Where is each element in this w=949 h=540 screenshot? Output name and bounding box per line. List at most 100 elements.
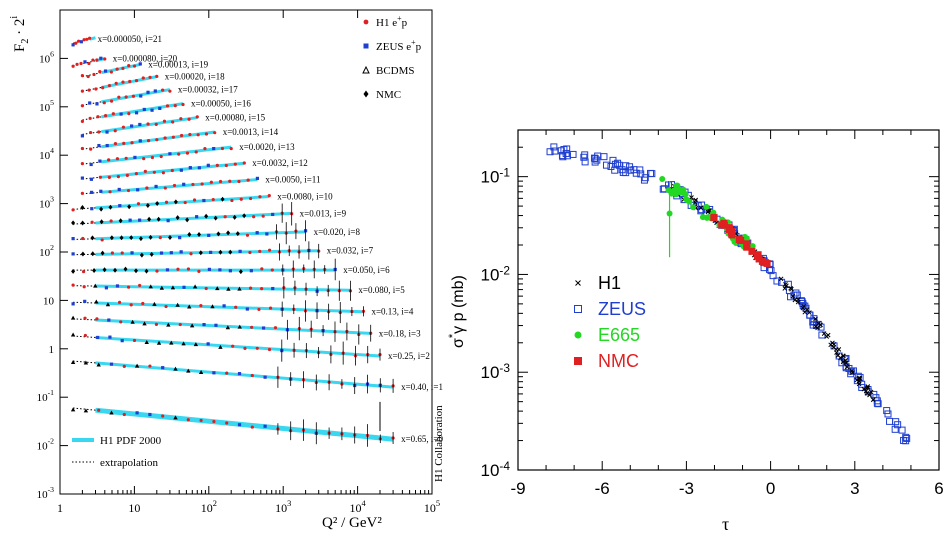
left-y-tick-label-mantissa: 10 — [39, 102, 51, 114]
h1-point — [698, 205, 704, 211]
h1-point — [213, 131, 217, 135]
zeus-point — [261, 326, 266, 330]
zeus-point — [271, 286, 275, 291]
h1-point — [146, 139, 151, 143]
bcdms-point — [193, 342, 199, 347]
legend-label: H1 e+p — [376, 14, 408, 29]
h1-point — [203, 147, 207, 151]
zeus-point — [874, 400, 882, 408]
h1-point — [191, 182, 195, 187]
bcdms-point — [210, 304, 215, 309]
nmc-point — [727, 227, 735, 235]
left-series-x-16: x=0.00050, i=16 — [80, 99, 251, 123]
h1-point — [778, 276, 784, 282]
zeus-point — [154, 184, 158, 189]
h1-point — [122, 141, 126, 145]
zeus-point — [80, 134, 84, 138]
h1-point — [849, 370, 855, 375]
left-x-tick-label: 1 — [57, 501, 63, 515]
zeus-point — [903, 434, 911, 442]
zeus-point — [118, 204, 122, 208]
h1-pdf-fit-curve — [95, 335, 381, 358]
h1-point — [212, 419, 216, 424]
right-y-tick-label-exponent: -2 — [499, 263, 510, 277]
bcdms-point — [226, 286, 231, 291]
zeus-point — [71, 252, 75, 256]
e665-point — [673, 182, 680, 189]
right-y-tick-label-exponent: -4 — [499, 459, 510, 473]
h1-point — [80, 119, 84, 123]
left-series-label: x=0.0020, i=13 — [239, 142, 295, 152]
h1-point — [129, 303, 133, 307]
h1-point — [119, 320, 123, 324]
side-label: H1 Collaboration — [433, 405, 445, 482]
h1-pdf-fit-curve — [101, 88, 171, 104]
extrapolation-line — [73, 360, 96, 364]
bcdms-point — [94, 299, 99, 304]
left-y-axis-label-base: F — [12, 44, 28, 52]
zeus-point — [138, 139, 142, 143]
bcdms-point — [70, 332, 76, 337]
left-series-x-6: x=0.050, i=6 — [71, 258, 390, 281]
left-y-tick-label-mantissa: 10 — [37, 441, 49, 453]
h1-point — [161, 171, 165, 175]
left-y-tick-label: 105 — [39, 98, 54, 114]
h1-point — [209, 180, 213, 184]
left-x-tick-label-mantissa: 10 — [201, 501, 213, 515]
h1-point — [795, 299, 801, 305]
nmc-point — [155, 200, 160, 206]
left-series-label: x=0.000080, i=20 — [113, 54, 178, 64]
h1-point — [89, 130, 93, 135]
h1-point — [261, 214, 265, 218]
bcdms-point — [156, 340, 162, 345]
legend-label-main: BCDMS — [376, 65, 415, 77]
zeus-point — [169, 251, 173, 255]
left-y-tick-label: 10 — [43, 295, 55, 307]
bcdms-point — [175, 302, 180, 307]
h1-point — [836, 347, 842, 352]
zeus-point — [891, 425, 899, 433]
zeus-point — [139, 94, 143, 98]
h1-point — [111, 112, 115, 116]
left-y-tick-label: 10-3 — [37, 485, 55, 501]
bcdms-point — [237, 324, 242, 329]
nmc-point — [218, 249, 223, 255]
zeus-point — [105, 130, 109, 134]
bcdms-point — [70, 359, 76, 364]
left-y-tick-label-exponent: -1 — [48, 388, 55, 397]
nmc-point — [90, 251, 95, 257]
legend-label: H1 — [598, 273, 621, 293]
left-series-x-13: x=0.0020, i=13 — [80, 142, 295, 167]
h1-point — [90, 220, 94, 224]
legend-label: NMC — [598, 351, 639, 371]
right-y-tick-label: 10-3 — [481, 361, 511, 382]
left-x-tick-label-exponent: 2 — [213, 499, 217, 508]
legend-label-tail: p — [402, 17, 408, 29]
zeus-point — [611, 160, 619, 168]
bcdms-point — [70, 407, 76, 412]
nmc-point — [226, 230, 231, 236]
nmc-point — [80, 205, 85, 211]
legend-label-sup: + — [411, 38, 416, 47]
left-y-axis-label-mid: · 2 — [12, 19, 28, 39]
zeus-point — [130, 124, 134, 128]
h1-point — [80, 191, 84, 195]
h1-point — [154, 122, 158, 126]
zeus-point — [245, 307, 249, 311]
h1-pdf-fit-curve — [95, 195, 270, 210]
left-series-label: x=0.00080, i=15 — [205, 113, 265, 123]
zeus-point — [95, 102, 99, 106]
bcdms-point — [225, 325, 231, 330]
left-y-tick-label-mantissa: 10 — [39, 247, 51, 259]
left-y-tick-label: 103 — [39, 195, 54, 211]
h1-point — [268, 306, 273, 310]
zeus-point — [138, 218, 142, 222]
h1-point — [71, 64, 75, 68]
nmc-point — [80, 251, 85, 257]
left-series-label: x=0.013, i=9 — [300, 208, 347, 218]
nmc-point — [148, 234, 153, 240]
left-series-label: x=0.40, i=1 — [401, 382, 443, 392]
nmc-point — [737, 237, 745, 245]
right-chart: -9 -6 -3 0 3 610-110-210-310-4 H1ZEUSE665NMC … — [447, 129, 944, 534]
h1-point — [100, 238, 104, 242]
